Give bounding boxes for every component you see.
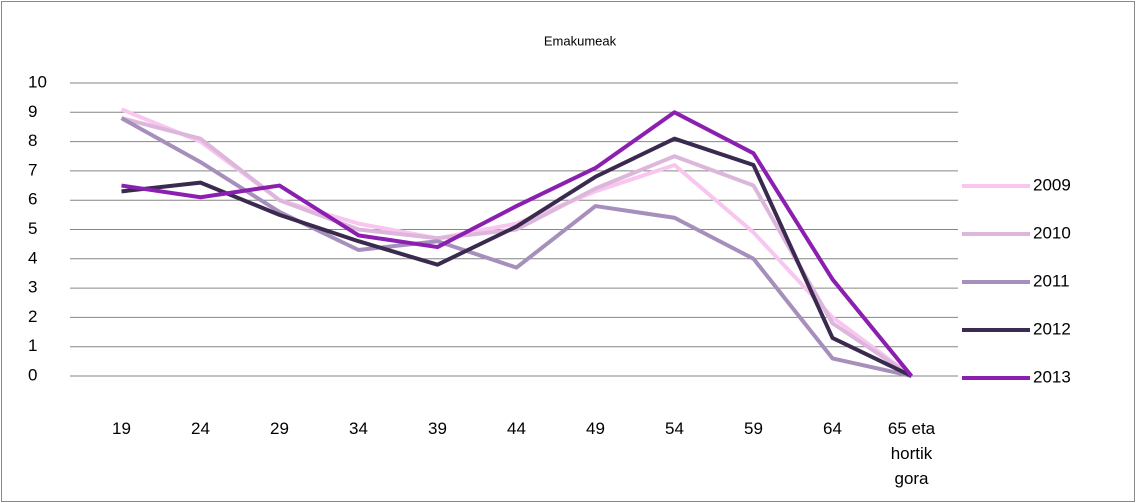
x-tick-label: 65 eta hortik gora [887, 419, 936, 488]
legend-label: 2013 [1033, 367, 1071, 386]
x-tick-label: 24 [191, 419, 210, 438]
x-tick-label: 54 [665, 419, 684, 438]
y-tick-label: 4 [28, 248, 37, 267]
x-tick-label: 59 [744, 419, 763, 438]
line-series [121, 136, 913, 378]
line-series [121, 110, 914, 378]
x-tick-label: 39 [428, 419, 447, 438]
y-tick-label: 5 [28, 219, 37, 238]
legend-label: 2011 [1033, 271, 1070, 290]
y-tick-label: 0 [28, 365, 37, 384]
chart-title: Emakumeak [544, 33, 617, 48]
x-tick-label: 19 [112, 419, 131, 438]
y-tick-label: 1 [28, 336, 37, 355]
line-series [120, 116, 913, 378]
y-tick-label: 2 [28, 307, 37, 326]
x-tick-label: 64 [823, 419, 842, 438]
y-tick-label: 9 [28, 102, 37, 121]
y-tick-label: 8 [28, 131, 37, 150]
x-tick-label: 34 [349, 419, 368, 438]
x-tick-label: 49 [586, 419, 605, 438]
legend-label: 2012 [1033, 319, 1071, 338]
x-tick-label: 44 [507, 419, 526, 438]
y-tick-label: 6 [28, 190, 37, 209]
legend-label: 2009 [1033, 175, 1071, 194]
line-series [120, 116, 912, 378]
y-tick-label: 7 [28, 160, 37, 179]
line-series [120, 107, 913, 378]
y-tick-label: 10 [28, 72, 47, 91]
legend-label: 2010 [1033, 223, 1071, 242]
y-tick-label: 3 [28, 278, 37, 297]
x-tick-label: 29 [270, 419, 289, 438]
